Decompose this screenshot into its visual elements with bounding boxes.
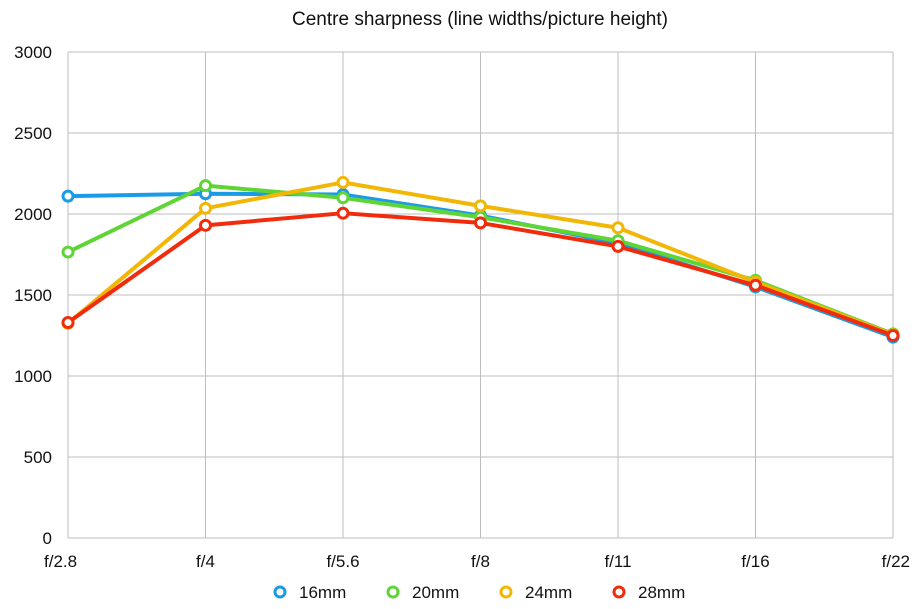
legend-marker-icon [386,585,400,599]
legend-label: 16mm [299,583,346,602]
data-point [474,216,487,230]
x-tick-label: f/2.8 [44,552,77,571]
data-point [61,189,75,203]
y-tick-label: 2000 [14,205,52,224]
data-point [199,201,212,215]
x-tick-label: f/4 [196,552,215,571]
y-tick-label: 500 [24,448,52,467]
legend-item-20mm: 20mm [386,583,459,602]
data-point [336,206,350,220]
data-point [336,191,350,205]
data-point [336,175,350,189]
chart-title: Centre sharpness (line widths/picture he… [292,9,668,30]
legend: 16mm 20mm 24mm 28mm [273,583,685,602]
x-tick-label: f/8 [471,552,490,571]
data-point [886,329,900,342]
x-tick-label: f/16 [741,552,769,571]
legend-item-24mm: 24mm [499,583,572,602]
y-tick-label: 1500 [14,286,52,305]
legend-label: 24mm [525,583,572,602]
data-point [611,239,625,253]
y-tick-label: 1000 [14,367,52,386]
x-axis: f/2.8 f/4 f/5.6 f/8 f/11 f/16 f/22 [44,552,910,571]
grid [67,51,894,539]
legend-label: 28mm [638,583,685,602]
legend-marker-icon [273,585,287,599]
legend-item-16mm: 16mm [273,583,346,602]
x-tick-label: f/11 [604,552,631,571]
y-tick-label: 2500 [14,124,52,143]
data-point [611,221,625,235]
legend-label: 20mm [412,583,459,602]
data-point [61,316,75,330]
series-layer [61,175,900,344]
legend-item-28mm: 28mm [612,583,685,602]
data-point [199,218,212,232]
y-axis: 0 500 1000 1500 2000 2500 3000 [14,43,52,548]
x-tick-label: f/5.6 [326,552,359,571]
data-point [749,278,762,292]
data-point [474,199,487,213]
x-tick-label: f/22 [882,552,910,571]
data-point [61,245,75,259]
legend-marker-icon [612,585,626,599]
data-point [199,179,212,193]
legend-marker-icon [499,585,513,599]
y-tick-label: 3000 [14,43,52,62]
y-tick-label: 0 [43,529,52,548]
series-28mm [61,206,900,342]
